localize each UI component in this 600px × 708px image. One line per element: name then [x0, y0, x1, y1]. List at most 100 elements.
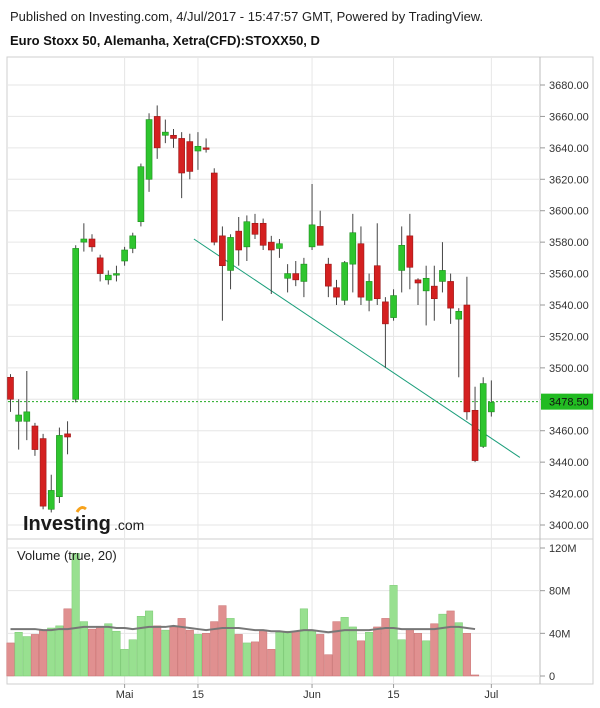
candle	[300, 257, 308, 298]
time-axis-label: Jul	[484, 689, 498, 701]
price-axis-label: 3420.00	[549, 489, 589, 501]
candle-body	[186, 141, 194, 172]
candle-body	[162, 131, 169, 136]
volume-bar	[397, 639, 406, 677]
candle-body	[113, 273, 120, 276]
candle-body	[178, 138, 185, 174]
candle	[259, 218, 267, 250]
volume-pane-frame	[6, 538, 594, 685]
candle-body	[227, 237, 234, 271]
volume-bar	[471, 674, 480, 677]
volume-bar	[153, 625, 162, 677]
candle	[145, 113, 153, 192]
candle	[390, 289, 397, 321]
candle	[357, 226, 365, 305]
candle-body	[235, 230, 242, 251]
candle-body	[47, 490, 55, 510]
price-axis-label: 3400.00	[549, 520, 589, 532]
volume-axis-label: 40M	[549, 628, 570, 640]
volume-bar	[169, 626, 178, 677]
time-axis: Mai 15 Jun 15 Jul	[116, 684, 498, 701]
candle-body	[341, 262, 348, 301]
candle	[406, 213, 414, 290]
candle	[430, 265, 438, 321]
time-axis-label: 15	[192, 689, 204, 701]
candle-body	[39, 438, 47, 507]
volume-bar	[234, 634, 243, 677]
candle-body	[398, 244, 406, 271]
volume-bar	[177, 618, 186, 677]
candle-body	[292, 273, 300, 281]
candle-body	[56, 435, 63, 498]
candle-body	[308, 224, 316, 248]
candle-body	[439, 270, 446, 282]
volume-bar	[202, 633, 211, 677]
trendline[interactable]	[193, 238, 521, 458]
volume-bar	[6, 642, 15, 677]
price-axis-label: 3680.00	[549, 80, 589, 92]
volume-axis-label: 0	[549, 671, 555, 683]
candle-body	[357, 243, 365, 298]
candle	[31, 422, 39, 456]
candles[interactable]	[7, 105, 495, 513]
candle	[194, 132, 202, 170]
price-axis-label: 3640.00	[549, 143, 589, 155]
volume-bar	[112, 630, 121, 677]
volume-bar	[275, 632, 284, 677]
candle-body	[7, 376, 14, 400]
volume-bar	[389, 585, 398, 677]
candle	[7, 374, 14, 412]
candle	[47, 474, 55, 513]
candle	[333, 279, 340, 305]
candle-body	[153, 116, 161, 149]
candle-body	[170, 134, 177, 139]
candle	[349, 213, 357, 293]
candle	[137, 163, 145, 227]
candle	[72, 245, 79, 403]
candle-body	[194, 145, 202, 152]
candle	[479, 377, 487, 448]
candle-body	[390, 295, 397, 318]
candle-body	[414, 279, 422, 284]
candle-body	[80, 238, 88, 243]
candle	[341, 261, 348, 305]
candle	[88, 234, 96, 252]
candle-body	[88, 238, 96, 248]
price-axis-label: 3660.00	[549, 111, 589, 123]
volume-bar	[250, 641, 260, 677]
candle-body	[325, 263, 332, 287]
candle-body	[422, 277, 430, 292]
trendline-segment	[193, 238, 521, 458]
candle	[365, 273, 373, 312]
candle-body	[259, 222, 267, 246]
volume-bar	[430, 623, 439, 677]
candle	[455, 308, 463, 378]
volume-bar	[324, 654, 333, 677]
candle	[80, 223, 88, 252]
candle-body	[463, 304, 471, 413]
volume-bar	[422, 640, 431, 677]
volume-axis: 0 40M 80M 120M	[540, 543, 577, 683]
investing-logo: Investing .com	[23, 506, 144, 535]
candle	[414, 278, 422, 305]
candle	[178, 132, 185, 199]
candle-body	[447, 281, 454, 309]
volume-bar	[299, 608, 308, 677]
candle	[153, 105, 161, 159]
candle-body	[479, 383, 487, 447]
candle-body	[251, 222, 259, 235]
volume-bars	[6, 553, 480, 677]
candle-body	[430, 285, 438, 300]
candle	[39, 433, 47, 510]
grid	[8, 58, 540, 683]
volume-bar	[71, 553, 80, 677]
investing-logo-main: Investing	[23, 513, 111, 535]
candle	[382, 297, 389, 368]
candle-body	[276, 243, 283, 249]
candle	[56, 427, 63, 503]
volume-bar	[316, 634, 325, 677]
volume-bar	[283, 630, 292, 677]
price-axis-label: 3540.00	[549, 300, 589, 312]
volume-ma-polyline	[10, 624, 476, 634]
